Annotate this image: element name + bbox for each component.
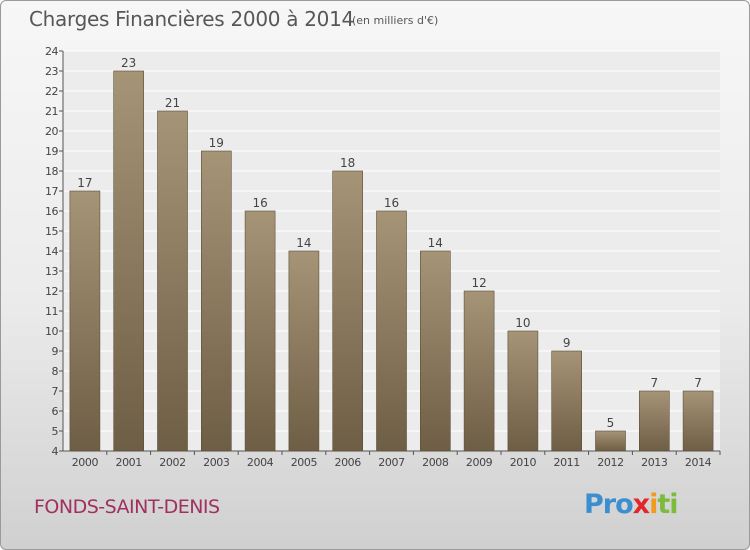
data-label: 18 (340, 156, 355, 170)
bar-2003 (201, 150, 232, 452)
y-tick-label: 17 (45, 185, 58, 198)
y-tick-label: 10 (45, 325, 58, 338)
x-tick-label: 2009 (466, 456, 493, 469)
data-label: 19 (209, 136, 224, 150)
y-tick-label: 12 (45, 285, 58, 298)
y-tick-label: 19 (45, 145, 58, 158)
x-tick-label: 2007 (378, 456, 405, 469)
data-label: 10 (515, 316, 530, 330)
proxiti-logo[interactable]: Proxiti (584, 489, 679, 520)
data-label: 23 (121, 56, 136, 70)
logo-part-2: x (632, 489, 650, 520)
x-tick-label: 2008 (422, 456, 449, 469)
x-tick-label: 2003 (203, 456, 230, 469)
x-tick-label: 2001 (115, 456, 141, 469)
data-label: 16 (252, 196, 267, 210)
data-label: 17 (77, 176, 92, 190)
data-label: 5 (607, 416, 615, 430)
bar-2014 (682, 390, 714, 452)
x-tick-label: 2010 (510, 456, 537, 469)
logo-part-1: Pro (584, 489, 634, 520)
y-tick-label: 22 (45, 85, 58, 98)
chart-title: Charges Financières 2000 à 2014 (29, 7, 354, 31)
x-tick-label: 2004 (247, 456, 274, 469)
y-tick-label: 15 (45, 225, 58, 238)
bar-2013 (638, 390, 670, 452)
bar-2012 (595, 430, 626, 452)
y-tick-label: 7 (52, 385, 59, 398)
y-tick-label: 21 (45, 105, 58, 118)
logo-part-3: i (649, 489, 658, 520)
data-label: 7 (694, 376, 702, 390)
data-label: 7 (650, 376, 658, 390)
y-tick-label: 14 (45, 245, 58, 258)
y-tick-label: 13 (45, 265, 58, 278)
data-label: 16 (384, 196, 399, 210)
y-tick-label: 23 (45, 65, 58, 78)
y-tick-label: 20 (45, 125, 58, 138)
y-tick-label: 4 (52, 445, 59, 458)
y-tick-label: 6 (52, 405, 59, 418)
x-tick-label: 2013 (641, 456, 668, 469)
chart-subtitle: (en milliers d'€) (352, 14, 439, 27)
y-tick-label: 16 (45, 205, 58, 218)
x-tick-label: 2005 (291, 456, 318, 469)
logo-part-4: ti (657, 489, 678, 520)
data-label: 14 (428, 236, 443, 250)
y-tick-label: 5 (52, 425, 59, 438)
bar-2005 (288, 250, 320, 452)
data-label: 9 (563, 336, 571, 350)
bar-2000 (69, 190, 101, 452)
data-label: 12 (471, 276, 486, 290)
bar-2001 (113, 70, 144, 452)
bar-2002 (157, 110, 188, 452)
x-tick-label: 2012 (597, 456, 623, 469)
bar-2006 (332, 170, 364, 452)
x-tick-label: 2002 (159, 456, 185, 469)
bar-2008 (419, 250, 451, 452)
x-tick-label: 2006 (334, 456, 361, 469)
bar-2009 (463, 290, 495, 452)
y-tick-label: 18 (45, 165, 58, 178)
bar-2007 (376, 210, 407, 452)
bar-2011 (551, 350, 583, 452)
x-tick-label: 2011 (553, 456, 579, 469)
data-label: 21 (165, 96, 180, 110)
x-tick-label: 2000 (72, 456, 99, 469)
x-tick-label: 2014 (685, 456, 712, 469)
y-tick-label: 24 (45, 45, 58, 58)
bar-2004 (244, 210, 276, 452)
y-tick-label: 11 (45, 305, 58, 318)
y-tick-label: 8 (52, 365, 59, 378)
commune-name: FONDS-SAINT-DENIS (34, 496, 220, 518)
bar-2010 (507, 330, 539, 452)
data-label: 14 (296, 236, 311, 250)
y-tick-label: 9 (52, 345, 59, 358)
